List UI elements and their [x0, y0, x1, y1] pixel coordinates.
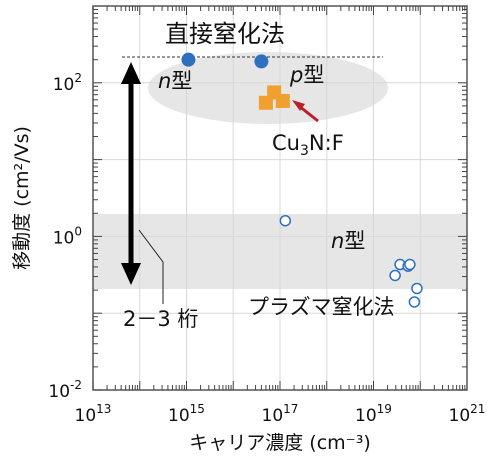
y-tick-label: 102: [53, 71, 82, 95]
n-type-label-bottom-italic: n: [331, 229, 344, 253]
x-tick-label: 1013: [75, 402, 112, 426]
direct-nitridation-label: 直接窒化法: [165, 20, 285, 48]
cu3nf-label: Cu3N:F: [272, 131, 344, 159]
x-tick-label: 1017: [262, 402, 299, 426]
p-type-label-italic: p: [289, 63, 303, 87]
x-tick-label-exp: 15: [190, 402, 205, 416]
n-type-plasma-point: [389, 269, 401, 282]
y-tick-label-exp: -2: [70, 378, 82, 392]
cu3nf-label-sub: 3: [300, 143, 309, 159]
data-points-layer: [181, 52, 423, 308]
n-type-direct-point: [254, 54, 269, 69]
x-tick-label-exp: 17: [283, 402, 298, 416]
tick-layer: [92, 6, 467, 391]
x-tick-label-base: 10: [449, 406, 471, 426]
cu3nf-pointer-arrow: [292, 100, 319, 123]
n-type-label-top-italic: n: [158, 69, 171, 93]
p-type-label-rest: 型: [303, 63, 324, 87]
gap-arrow-head-bottom: [121, 263, 141, 285]
n-type-plasma-point: [411, 282, 423, 295]
y-tick-label: 10-2: [48, 378, 82, 402]
x-tick-label: 1019: [355, 402, 392, 426]
x-tick-label-exp: 21: [470, 402, 485, 416]
n-type-plasma-point: [408, 296, 421, 308]
cu3nf-label-main: Cu: [272, 131, 300, 155]
x-tick-label-base: 10: [262, 406, 284, 426]
gap-magnitude-label: 2－3 桁: [123, 307, 198, 331]
plasma-nitridation-label: プラズマ窒化法: [248, 295, 395, 319]
p-type-label: p型: [289, 63, 324, 87]
x-tick-label-base: 10: [355, 406, 377, 426]
x-axis-title: キャリア濃度 (cm⁻³): [189, 432, 370, 454]
y-axis-title: 移動度 (cm²/Vs): [11, 126, 33, 270]
n-type-label-bottom: n型: [331, 229, 365, 253]
y-tick-label-base: 10: [48, 382, 70, 402]
x-tick-label: 1021: [449, 402, 486, 426]
x-tick-label-base: 10: [75, 406, 97, 426]
gap-double-arrow: [121, 62, 141, 285]
n-type-plasma-point: [404, 258, 416, 271]
y-tick-label-base: 10: [53, 228, 75, 248]
x-tick-label-base: 10: [168, 406, 190, 426]
n-type-label-top: n型: [158, 69, 192, 93]
n-type-label-bottom-rest: 型: [344, 229, 365, 253]
p-type-point: [275, 93, 290, 108]
grid-layer: [92, 5, 468, 391]
n-type-label-top-rest: 型: [171, 69, 192, 93]
y-tick-label: 100: [53, 224, 82, 248]
gap-arrow-head-top: [121, 62, 141, 84]
y-tick-label-base: 10: [53, 75, 75, 95]
y-tick-label-exp: 2: [74, 71, 82, 85]
y-tick-label-exp: 0: [74, 224, 82, 238]
gap-label-leader-line: [138, 229, 164, 304]
cu3nf-arrow-head: [292, 100, 305, 111]
x-tick-label-exp: 13: [96, 402, 111, 416]
x-tick-label: 1015: [168, 402, 205, 426]
n-type-plasma-point: [279, 214, 292, 227]
x-tick-labels: 1013 1015 1017 1019 1021: [75, 402, 486, 426]
n-type-direct-point: [181, 52, 196, 67]
x-tick-label-exp: 19: [377, 402, 392, 416]
cu3nf-label-rest: N:F: [309, 131, 344, 155]
